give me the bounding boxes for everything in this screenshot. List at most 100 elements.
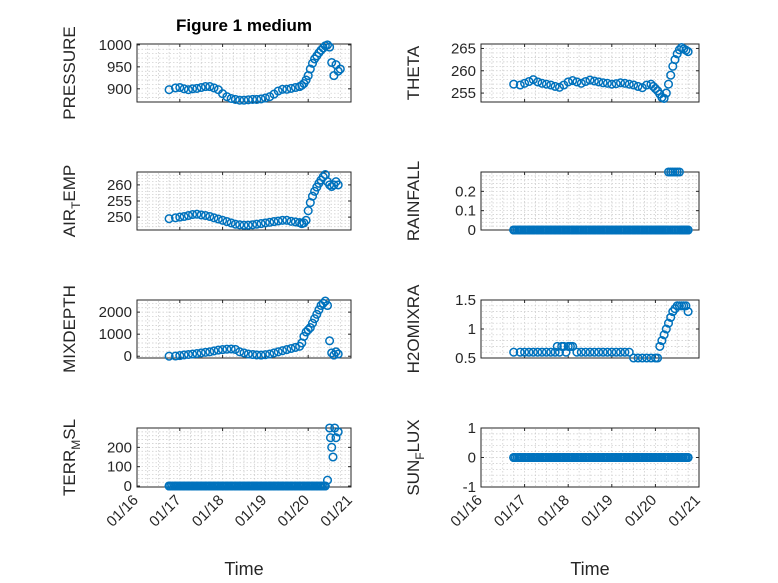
x-tick-label: 01/21	[317, 492, 356, 531]
data-point	[520, 78, 530, 88]
data-point	[541, 79, 551, 89]
data-point	[615, 78, 626, 88]
data-point	[230, 219, 240, 229]
data-point	[509, 347, 519, 357]
y-tick-label: 0	[468, 450, 476, 467]
data-point	[273, 216, 283, 226]
data-point	[290, 217, 300, 227]
data-point	[642, 353, 652, 363]
y-tick-label: 255	[107, 193, 132, 210]
data-point	[674, 45, 684, 55]
data-point	[170, 213, 181, 223]
data-point	[598, 78, 608, 88]
data-point	[192, 209, 202, 219]
data-point	[333, 66, 343, 76]
data-point	[226, 218, 236, 228]
subplot-theta: 255 260 265 THETA	[404, 40, 700, 103]
data-point	[230, 94, 240, 104]
data-point	[585, 347, 595, 357]
data-point	[576, 78, 586, 88]
data-point	[290, 342, 300, 352]
data-point	[218, 215, 228, 225]
data-point	[188, 349, 198, 359]
data-point	[327, 57, 337, 68]
data-point	[585, 75, 595, 85]
data-point	[546, 80, 556, 90]
data-point	[559, 341, 569, 351]
data-point	[322, 300, 333, 311]
data-point	[602, 78, 612, 88]
x-tick-label: 01/19	[232, 492, 271, 531]
data-point	[322, 40, 333, 50]
data-point	[320, 296, 330, 306]
data-point	[218, 345, 228, 355]
data-point	[226, 344, 236, 354]
data-point	[286, 343, 296, 354]
y-tick-label: 200	[107, 439, 132, 456]
data-point	[248, 349, 258, 360]
data-point	[589, 76, 599, 86]
data-point	[607, 79, 617, 89]
y-tick-label: 1	[468, 321, 476, 338]
x-tick-label: 01/16	[103, 492, 142, 531]
x-tick-label: 01/18	[189, 492, 228, 531]
x-axis-label: Time	[570, 559, 609, 579]
data-point	[615, 347, 626, 357]
data-point	[568, 76, 578, 86]
y-tick-label: 1	[468, 420, 476, 437]
data-point	[655, 341, 665, 351]
data-point	[226, 93, 236, 104]
data-point	[572, 347, 582, 357]
data-point	[213, 345, 223, 355]
data-point	[328, 452, 338, 462]
data-point	[170, 351, 181, 361]
data-point	[164, 85, 174, 95]
data-point	[301, 75, 311, 85]
data-point	[307, 58, 318, 68]
y-tick-label: -1	[463, 479, 476, 496]
y-tick-label: 2000	[99, 304, 132, 321]
data-point	[213, 214, 223, 224]
data-point	[188, 209, 198, 220]
data-point	[239, 220, 249, 230]
data-point	[589, 347, 599, 357]
data-point	[563, 77, 573, 87]
data-point	[646, 353, 656, 363]
data-point	[299, 218, 309, 228]
data-point	[269, 217, 279, 227]
data-point	[243, 95, 253, 105]
data-point	[661, 324, 671, 334]
data-point	[666, 70, 676, 80]
data-point	[222, 344, 232, 354]
subplot-terr-msl: 0 100 200 TERRMSL 01/16 01/17 01/18 01/19 01/20 0…	[60, 419, 356, 579]
data-point	[561, 347, 571, 357]
data-point	[528, 347, 538, 357]
data-point	[164, 351, 174, 361]
data-point	[637, 353, 647, 363]
y-tick-label: 0.1	[455, 203, 476, 220]
data-point	[333, 427, 343, 437]
data-point	[325, 423, 335, 433]
data-point	[325, 42, 335, 52]
data-point	[611, 79, 621, 89]
y-tick-label: 260	[451, 63, 476, 80]
data-point	[256, 350, 266, 360]
data-point	[598, 347, 608, 357]
data-point	[301, 215, 311, 225]
data-point	[629, 80, 639, 90]
data-point	[602, 347, 612, 357]
data-point	[327, 348, 337, 358]
data-point	[175, 212, 185, 222]
y-tick-label: 260	[107, 177, 132, 194]
data-point	[196, 82, 206, 93]
data-point	[661, 88, 671, 98]
data-point	[312, 309, 322, 319]
data-point	[179, 211, 189, 222]
data-point	[303, 206, 313, 216]
data-point	[179, 84, 189, 94]
data-point	[633, 81, 643, 91]
y-axis-label: SUNFLUX	[404, 419, 427, 495]
data-point	[554, 82, 565, 92]
data-point	[170, 83, 181, 93]
